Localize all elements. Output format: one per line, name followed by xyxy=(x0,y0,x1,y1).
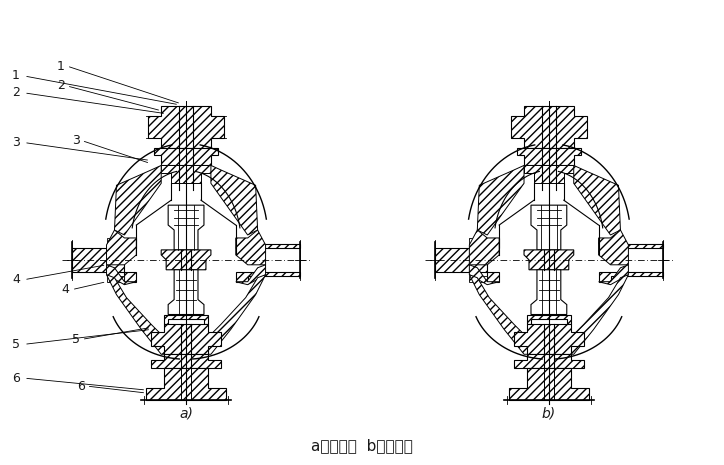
Text: 1: 1 xyxy=(12,69,20,82)
Text: 3: 3 xyxy=(72,134,80,147)
Polygon shape xyxy=(477,166,524,235)
Polygon shape xyxy=(599,238,663,248)
Text: 5: 5 xyxy=(12,338,20,351)
Polygon shape xyxy=(206,275,266,354)
Polygon shape xyxy=(511,106,586,147)
Polygon shape xyxy=(599,230,628,265)
Text: 3: 3 xyxy=(12,136,20,149)
Text: 5: 5 xyxy=(72,333,80,346)
Text: 6: 6 xyxy=(77,379,85,392)
Text: a）合流阀  b）分流阀: a）合流阀 b）分流阀 xyxy=(311,438,413,453)
Text: b): b) xyxy=(542,407,556,421)
Polygon shape xyxy=(527,314,571,325)
Polygon shape xyxy=(599,272,663,282)
Polygon shape xyxy=(151,354,221,368)
Polygon shape xyxy=(469,275,529,354)
Polygon shape xyxy=(509,368,589,400)
Text: 1: 1 xyxy=(57,60,64,73)
Polygon shape xyxy=(524,166,573,183)
Polygon shape xyxy=(146,368,226,400)
Polygon shape xyxy=(469,265,499,285)
Polygon shape xyxy=(599,265,628,285)
Polygon shape xyxy=(161,166,211,183)
Text: 6: 6 xyxy=(12,372,20,385)
Polygon shape xyxy=(517,147,581,166)
Polygon shape xyxy=(106,238,125,244)
Polygon shape xyxy=(72,238,136,282)
Polygon shape xyxy=(469,276,487,282)
Polygon shape xyxy=(114,166,161,235)
Polygon shape xyxy=(236,265,266,285)
Polygon shape xyxy=(168,270,204,314)
Polygon shape xyxy=(514,325,584,354)
Polygon shape xyxy=(514,354,584,368)
Polygon shape xyxy=(469,238,487,244)
Polygon shape xyxy=(164,314,208,325)
Polygon shape xyxy=(434,238,499,282)
Text: a): a) xyxy=(179,407,193,421)
Polygon shape xyxy=(469,230,499,265)
Text: 2: 2 xyxy=(57,80,64,93)
Text: 4: 4 xyxy=(62,283,70,296)
Polygon shape xyxy=(531,205,567,250)
Polygon shape xyxy=(151,325,221,354)
Polygon shape xyxy=(236,272,300,282)
Polygon shape xyxy=(524,250,573,270)
Polygon shape xyxy=(148,106,224,147)
Text: 4: 4 xyxy=(12,273,20,286)
Polygon shape xyxy=(161,250,211,270)
Polygon shape xyxy=(106,276,125,282)
Polygon shape xyxy=(106,275,167,354)
Polygon shape xyxy=(531,270,567,314)
Polygon shape xyxy=(573,166,620,235)
Polygon shape xyxy=(168,205,204,250)
Polygon shape xyxy=(106,265,136,285)
Polygon shape xyxy=(211,166,258,235)
Polygon shape xyxy=(569,275,628,354)
Polygon shape xyxy=(106,230,136,265)
Text: 2: 2 xyxy=(12,86,20,100)
Polygon shape xyxy=(236,238,300,248)
Polygon shape xyxy=(236,230,266,265)
Polygon shape xyxy=(154,147,218,166)
